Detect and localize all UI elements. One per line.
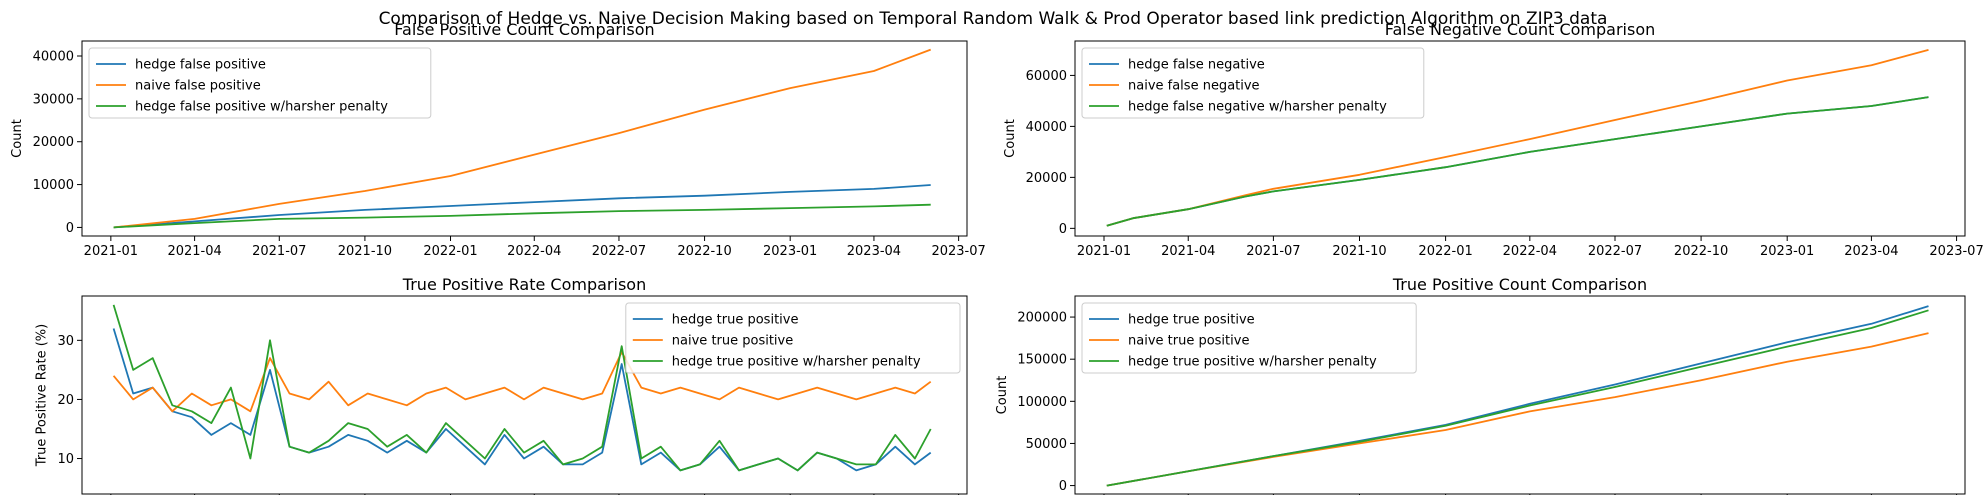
- y-tick-label: 20: [57, 393, 74, 408]
- subplot-2: True Positive Rate Comparison2021-012021…: [35, 275, 968, 495]
- x-tick-label: 2022-07: [1588, 244, 1642, 259]
- subplot-title: False Positive Count Comparison: [394, 20, 654, 39]
- x-tick-label: 2021-04: [1161, 244, 1215, 259]
- legend-entry: hedge false positive w/harsher penalty: [135, 100, 388, 115]
- series-line-0: [113, 184, 931, 229]
- y-tick-label: 100000: [1017, 395, 1067, 410]
- x-tick-label: 2023-07: [931, 244, 985, 259]
- y-tick-label: 200000: [1017, 311, 1067, 326]
- subplot-title: True Positive Count Comparison: [1392, 275, 1647, 294]
- plot-frame: [1074, 40, 1966, 237]
- y-tick-label: 30: [57, 334, 74, 349]
- legend: hedge false positive naive false positive…: [88, 47, 432, 119]
- legend-entry: hedge true positive w/harsher penalty: [1128, 355, 1377, 370]
- series-group: [112, 304, 932, 472]
- y-tick-label: 150000: [1017, 353, 1067, 368]
- legend: hedge true positive naive true positive he…: [625, 302, 961, 374]
- subplot-1: False Negative Count Comparison 2021-01 20…: [1003, 20, 1984, 259]
- subplot-title: True Positive Rate Comparison: [402, 275, 646, 294]
- series-line-2: [112, 304, 932, 472]
- x-tick-label: 2023-04: [1844, 244, 1898, 259]
- x-tick-label: 2023-01: [763, 244, 817, 259]
- y-axis-label: Count: [995, 376, 1010, 415]
- plot-frame: [81, 40, 968, 237]
- x-tick-label: 2021-07: [252, 244, 306, 259]
- y-axis-label: Count: [10, 119, 25, 158]
- legend-entry: hedge false positive: [135, 58, 266, 73]
- x-tick-label: 2021-01: [84, 244, 138, 259]
- y-tick-label: 20000: [33, 135, 74, 150]
- y-tick-label: 60000: [1026, 69, 1067, 84]
- legend-entry: naive false positive: [135, 79, 261, 94]
- legend-entry: hedge false negative w/harsher penalty: [1128, 100, 1387, 115]
- x-tick-label: 2023-04: [847, 244, 901, 259]
- legend-entry: hedge true positive: [672, 313, 799, 328]
- y-tick-label: 10000: [33, 178, 74, 193]
- x-tick-label: 2022-01: [1418, 244, 1472, 259]
- x-tick-label: 2021-07: [1246, 244, 1300, 259]
- x-tick-label: 2022-07: [592, 244, 646, 259]
- legend-entry: hedge true positive w/harsher penalty: [672, 355, 921, 370]
- x-tick-label: 2021-10: [1332, 244, 1386, 259]
- x-tick-label: 2022-01: [423, 244, 477, 259]
- x-tick-label: 2021-01: [1077, 244, 1131, 259]
- y-tick-label: 20000: [1026, 171, 1067, 186]
- x-tick-label: 2022-04: [507, 244, 561, 259]
- legend-entry: hedge true positive: [1128, 313, 1255, 328]
- x-tick-label: 2022-04: [1503, 244, 1557, 259]
- y-tick-label: 0: [1059, 479, 1067, 494]
- subplot-0: False Positive Count Comparison 2021-01 20…: [10, 20, 986, 259]
- y-tick-label: 40000: [1026, 120, 1067, 135]
- legend: hedge true positive naive true positive he…: [1081, 302, 1417, 374]
- legend-entry: naive true positive: [1128, 334, 1249, 349]
- series-group: [1106, 305, 1929, 487]
- x-tick-label: 2022-10: [1674, 244, 1728, 259]
- series-line-2: [113, 203, 931, 229]
- series-line-2: [1106, 309, 1929, 487]
- legend-entry: hedge false negative: [1128, 58, 1265, 73]
- series-line-2: [1106, 96, 1929, 227]
- y-tick-label: 30000: [33, 92, 74, 107]
- y-tick-label: 10: [57, 452, 74, 467]
- x-tick-label: 2023-07: [1929, 244, 1983, 259]
- legend: hedge false negative naive false negative…: [1081, 47, 1425, 119]
- y-tick-label: 50000: [1026, 437, 1067, 452]
- series-group: [1106, 49, 1929, 227]
- x-tick-label: 2021-04: [167, 244, 221, 259]
- legend-entry: naive true positive: [672, 334, 793, 349]
- x-tick-label: 2023-01: [1760, 244, 1814, 259]
- series-line-1: [113, 48, 932, 229]
- charts-layer: False Positive Count Comparison 2021-01 20…: [10, 20, 1984, 495]
- legend-entry: naive false negative: [1128, 79, 1260, 94]
- series-line-1: [112, 351, 932, 413]
- figure-suptitle: Comparison of Hedge vs. Naive Decision M…: [379, 9, 1608, 29]
- legend-box: [1081, 47, 1425, 119]
- y-axis-label: True Positive Rate (%): [35, 324, 50, 467]
- x-tick-label: 2021-10: [338, 244, 392, 259]
- y-axis-label: Count: [1003, 119, 1018, 158]
- y-tick-label: 0: [66, 221, 74, 236]
- legend-box: [1081, 302, 1417, 374]
- plot-frame: [1074, 295, 1966, 495]
- legend-box: [625, 302, 961, 374]
- subplot-3: True Positive Count Comparison2021-01202…: [995, 275, 1966, 495]
- x-tick-label: 2022-10: [677, 244, 731, 259]
- plot-frame: [81, 295, 968, 495]
- subplot-title: False Negative Count Comparison: [1385, 20, 1656, 39]
- legend-box: [88, 47, 432, 119]
- y-tick-label: 0: [1059, 222, 1067, 237]
- series-group: [113, 48, 932, 229]
- y-tick-label: 40000: [33, 50, 74, 65]
